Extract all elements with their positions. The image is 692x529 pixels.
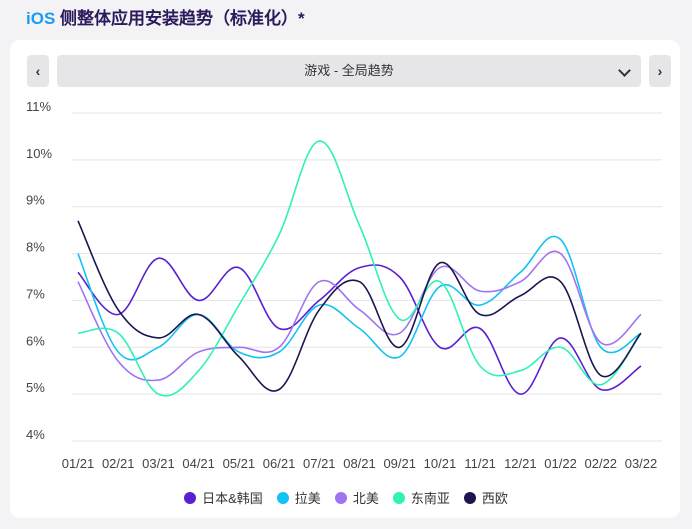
x-tick-label: 08/21 [343,456,376,471]
x-tick-label: 01/22 [544,456,577,471]
x-tick-label: 09/21 [383,456,416,471]
series-line-0 [77,257,642,395]
next-button[interactable]: › [649,55,671,87]
legend-swatch [334,491,347,504]
y-tick-label: 5% [26,380,45,395]
legend-swatch [463,491,476,504]
category-select-value: 游戏 - 全局趋势 [304,63,394,78]
x-tick-label: 03/22 [625,456,658,471]
legend-swatch [392,491,405,504]
y-tick-label: 10% [26,146,52,161]
series-line-2 [77,250,642,382]
x-tick-label: 04/21 [182,456,215,471]
legend-label: 北美 [352,491,379,506]
x-tick-label: 10/21 [424,456,457,471]
title-text: 侧整体应用安装趋势（标准化）* [55,9,305,28]
x-tick-label: 11/21 [464,456,496,471]
legend-item-0[interactable]: 日本&韩国 [184,488,263,507]
chart-legend: 日本&韩国 拉美 北美 东南亚 西欧 [0,488,692,507]
x-tick-label: 01/21 [62,456,95,471]
x-tick-label: 06/21 [263,456,296,471]
y-tick-label: 6% [26,333,45,348]
chevron-left-icon: ‹ [35,63,41,79]
legend-item-4[interactable]: 西欧 [463,488,508,507]
legend-item-3[interactable]: 东南亚 [392,488,450,507]
title-ios: iOS [26,9,56,28]
legend-label: 日本&韩国 [202,491,263,506]
y-tick-label: 8% [26,240,45,255]
legend-item-1[interactable]: 拉美 [276,488,321,507]
series-line-1 [77,235,642,361]
legend-item-2[interactable]: 北美 [334,488,379,507]
legend-swatch [276,491,289,504]
page-title: iOS 侧整体应用安装趋势（标准化）* [26,4,305,29]
x-tick-label: 03/21 [142,456,175,471]
series-line-4 [77,220,642,392]
legend-swatch [184,491,197,504]
prev-button[interactable]: ‹ [27,55,49,87]
x-tick-label: 02/21 [102,456,135,471]
category-select[interactable]: 游戏 - 全局趋势 [57,55,641,87]
legend-label: 拉美 [294,491,321,506]
x-tick-label: 12/21 [504,456,537,471]
y-tick-label: 4% [26,427,45,442]
y-tick-label: 7% [26,286,45,301]
legend-label: 西欧 [481,491,508,506]
y-tick-label: 9% [26,193,45,208]
chart-card [10,40,680,518]
y-tick-label: 11% [26,99,51,114]
chevron-right-icon: › [657,63,663,79]
x-tick-label: 02/22 [585,456,618,471]
series-line-3 [77,140,642,397]
x-tick-label: 07/21 [303,456,336,471]
legend-label: 东南亚 [410,491,450,506]
x-tick-label: 05/21 [223,456,256,471]
